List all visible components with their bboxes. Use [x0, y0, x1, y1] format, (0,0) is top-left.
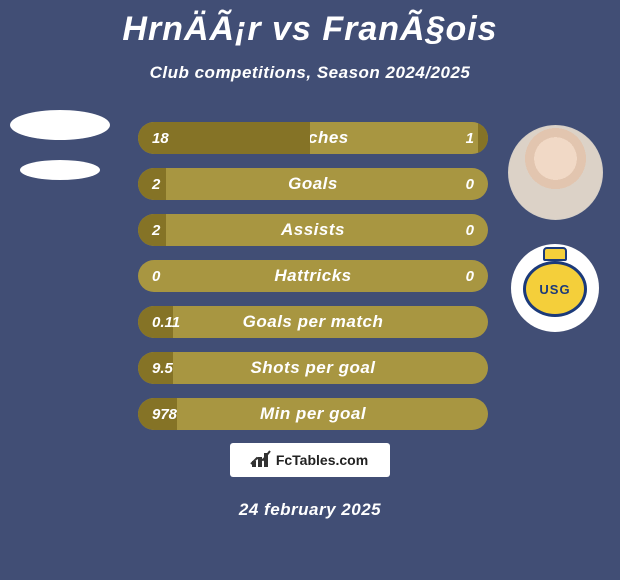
stat-row: 2 0Goals — [138, 168, 488, 200]
fctables-label: FcTables.com — [276, 452, 368, 468]
stat-label: Hattricks — [138, 266, 488, 286]
stat-row: 2 0Assists — [138, 214, 488, 246]
fctables-watermark: FcTables.com — [230, 443, 390, 477]
stat-label: Assists — [138, 220, 488, 240]
stat-value-left: 9.5 — [152, 360, 173, 377]
stat-label: Goals per match — [138, 312, 488, 332]
bar-chart-icon — [252, 453, 270, 467]
stat-row: 978Min per goal — [138, 398, 488, 430]
stat-label: Shots per goal — [138, 358, 488, 378]
left-player-column — [10, 110, 110, 180]
stat-value-right: 0 — [466, 268, 474, 285]
stat-value-left: 0 — [152, 268, 160, 285]
stat-row: 0.11Goals per match — [138, 306, 488, 338]
stat-fill-right — [478, 122, 489, 154]
stat-value-right: 0 — [466, 222, 474, 239]
page-title: HrnÄÃ¡r vs FranÃ§ois — [0, 0, 620, 49]
stat-label: Min per goal — [138, 404, 488, 424]
club1-placeholder-icon — [20, 160, 100, 180]
stat-value-left: 2 — [152, 176, 160, 193]
stats-table: 181Matches20Goals20Assists00Hattricks0.1… — [138, 122, 488, 430]
player1-placeholder-icon — [10, 110, 110, 140]
date-label: 24 february 2025 — [239, 500, 381, 520]
page-subtitle: Club competitions, Season 2024/2025 — [0, 63, 620, 83]
right-player-column: USG — [500, 125, 610, 332]
shield-icon: USG — [523, 261, 587, 317]
stat-value-left: 18 — [152, 130, 169, 147]
stat-row: 0 0Hattricks — [138, 260, 488, 292]
stat-value-left: 2 — [152, 222, 160, 239]
player2-photo — [508, 125, 603, 220]
stat-value-right: 1 — [466, 130, 474, 147]
stat-row: 181Matches — [138, 122, 488, 154]
stat-value-right: 0 — [466, 176, 474, 193]
crown-icon — [543, 247, 567, 261]
stat-value-left: 978 — [152, 406, 177, 423]
stat-row: 9.5Shots per goal — [138, 352, 488, 384]
club2-logo: USG — [511, 244, 599, 332]
stat-value-left: 0.11 — [152, 314, 180, 331]
club2-initials: USG — [539, 282, 570, 297]
stat-label: Goals — [138, 174, 488, 194]
